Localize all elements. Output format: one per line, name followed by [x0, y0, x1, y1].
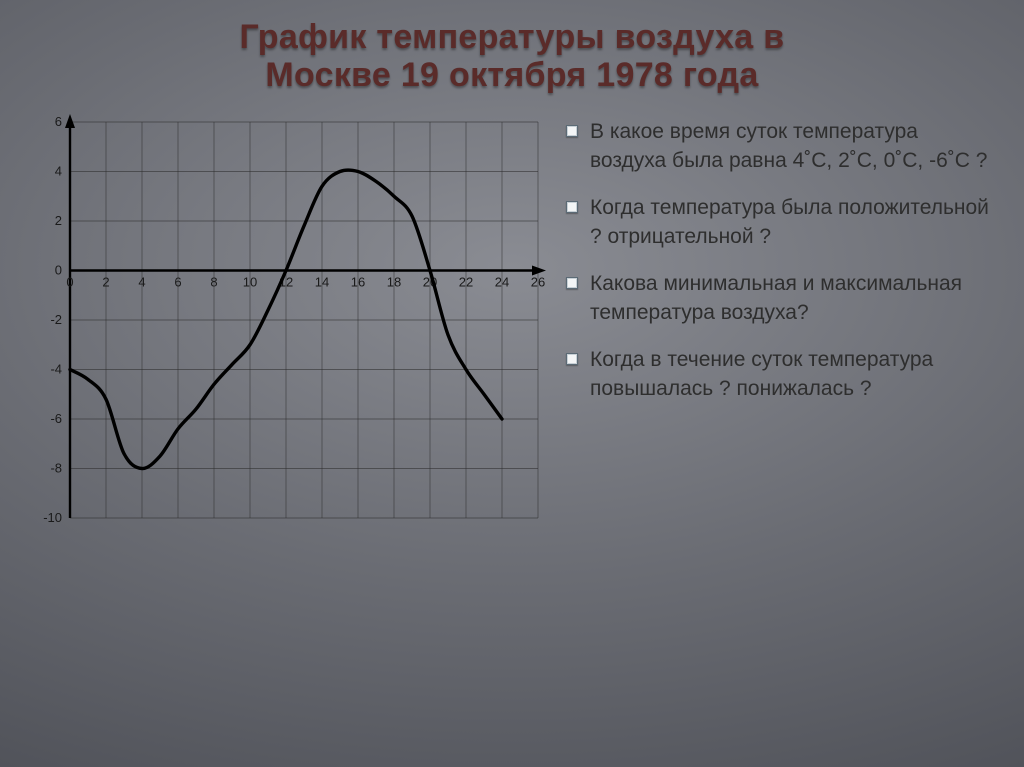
content-row: -10-8-6-4-2024602468101214161820222426 В… — [26, 112, 998, 542]
grid — [70, 122, 538, 518]
svg-text:4: 4 — [55, 164, 62, 179]
tick-labels: -10-8-6-4-2024602468101214161820222426 — [43, 114, 545, 525]
questions-list: В какое время суток температура воздуха … — [566, 112, 998, 422]
question-item: Когда температура была положительной ? о… — [566, 194, 998, 252]
svg-text:2: 2 — [102, 275, 109, 290]
svg-text:2: 2 — [55, 213, 62, 228]
svg-text:6: 6 — [55, 114, 62, 129]
question-item: В какое время суток температура воздуха … — [566, 118, 998, 176]
svg-text:-6: -6 — [50, 411, 62, 426]
square-bullet-icon — [566, 125, 578, 137]
title-line-2: Москве 19 октября 1978 года — [265, 56, 758, 94]
svg-text:4: 4 — [138, 275, 145, 290]
svg-text:16: 16 — [351, 275, 365, 290]
square-bullet-icon — [566, 201, 578, 213]
axes — [65, 114, 546, 518]
title-line-1: График температуры воздуха в — [240, 18, 785, 56]
svg-text:0: 0 — [66, 275, 73, 290]
svg-text:22: 22 — [459, 275, 473, 290]
svg-text:10: 10 — [243, 275, 257, 290]
question-text: Когда температура была положительной ? о… — [590, 194, 998, 252]
svg-text:14: 14 — [315, 275, 329, 290]
svg-text:8: 8 — [210, 275, 217, 290]
svg-text:-8: -8 — [50, 461, 62, 476]
question-item: Какова минимальная и максимальная темпер… — [566, 270, 998, 328]
svg-text:-2: -2 — [50, 312, 62, 327]
svg-text:-4: -4 — [50, 362, 62, 377]
question-text: Какова минимальная и максимальная темпер… — [590, 270, 998, 328]
question-text: В какое время суток температура воздуха … — [590, 118, 998, 176]
chart-container: -10-8-6-4-2024602468101214161820222426 — [26, 112, 548, 542]
square-bullet-icon — [566, 277, 578, 289]
question-text: Когда в течение суток температура повыша… — [590, 346, 998, 404]
svg-text:24: 24 — [495, 275, 509, 290]
slide-title: График температуры воздуха в Москве 19 о… — [26, 18, 998, 94]
svg-text:18: 18 — [387, 275, 401, 290]
svg-text:6: 6 — [174, 275, 181, 290]
question-item: Когда в течение суток температура повыша… — [566, 346, 998, 404]
svg-text:-10: -10 — [43, 510, 62, 525]
slide: График температуры воздуха в Москве 19 о… — [0, 0, 1024, 767]
svg-text:26: 26 — [531, 275, 545, 290]
temperature-chart: -10-8-6-4-2024602468101214161820222426 — [26, 112, 548, 542]
square-bullet-icon — [566, 353, 578, 365]
svg-text:0: 0 — [55, 263, 62, 278]
